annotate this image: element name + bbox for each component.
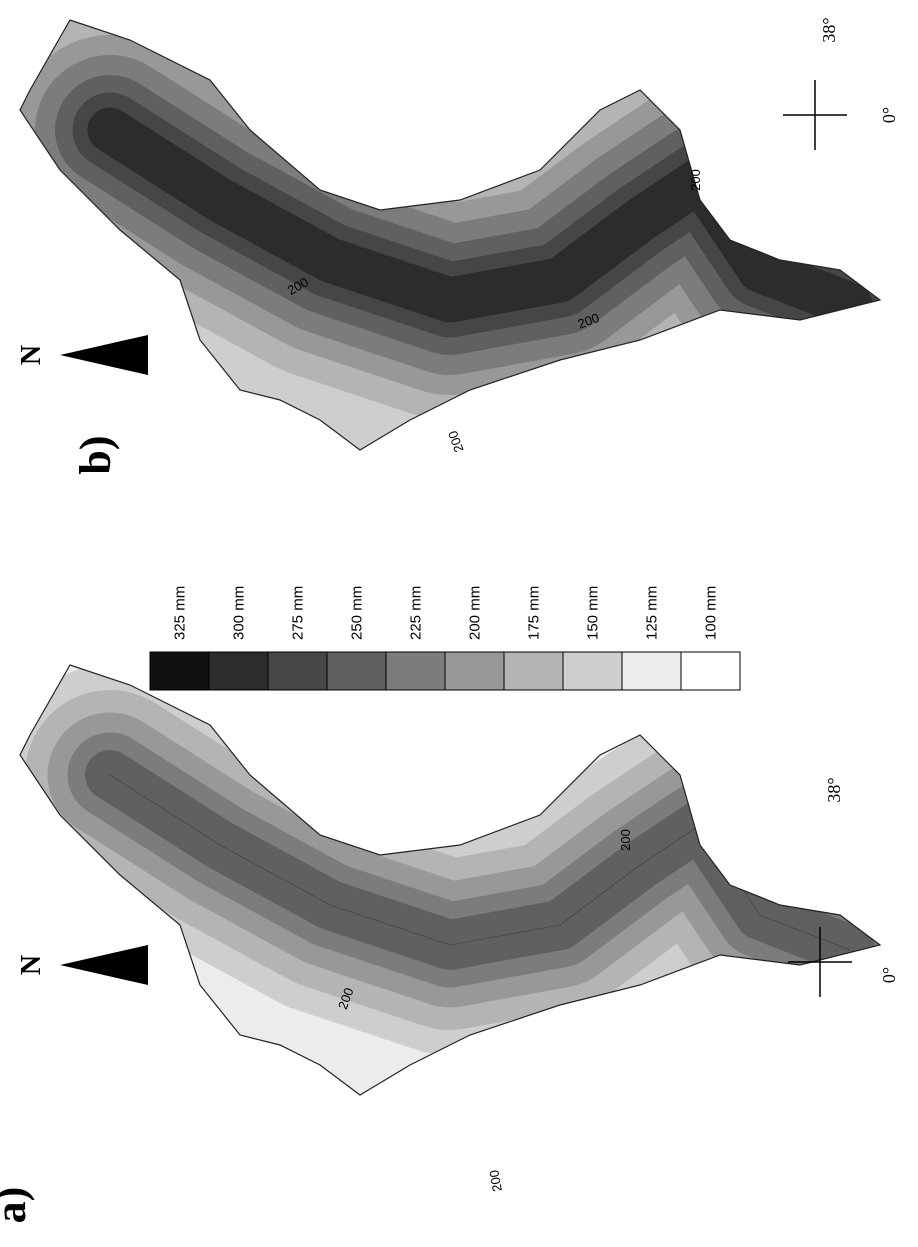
panel-label: b)	[71, 435, 120, 474]
north-label: N	[16, 345, 47, 365]
north-label: N	[16, 955, 47, 975]
legend-label: 100 mm	[703, 586, 720, 640]
legend-label: 325 mm	[172, 586, 189, 640]
contour-label: 200	[618, 829, 633, 851]
north-arrow	[60, 945, 148, 985]
legend-label: 225 mm	[408, 586, 425, 640]
legend-swatch	[327, 652, 386, 690]
legend-label: 300 mm	[231, 586, 248, 640]
panel-label: a)	[0, 1187, 35, 1224]
legend-label: 125 mm	[644, 586, 661, 640]
legend-label: 200 mm	[467, 586, 484, 640]
legend-swatch	[209, 652, 268, 690]
legend-label: 175 mm	[526, 586, 543, 640]
legend-swatch	[150, 652, 209, 690]
north-arrow	[60, 335, 148, 375]
contour-bands	[110, 130, 850, 305]
legend-swatch	[681, 652, 740, 690]
legend-swatch	[504, 652, 563, 690]
legend-swatch	[268, 652, 327, 690]
legend-swatch	[445, 652, 504, 690]
latitude-label: 38°	[824, 777, 844, 802]
figure: a)N0°38°200200200b)N0°38°200200200200325…	[0, 0, 918, 1247]
legend-label: 275 mm	[290, 586, 307, 640]
longitude-label: 0°	[879, 967, 899, 983]
contour-label: 200	[688, 169, 703, 191]
legend-swatch	[622, 652, 681, 690]
legend-label: 150 mm	[585, 586, 602, 640]
latitude-label: 38°	[819, 17, 839, 42]
contour-label: 200	[445, 429, 467, 455]
longitude-label: 0°	[879, 107, 899, 123]
legend-swatch	[563, 652, 622, 690]
legend-swatch	[386, 652, 445, 690]
contour-bands	[110, 775, 850, 950]
legend-label: 250 mm	[349, 586, 366, 640]
contour-label: 200	[486, 1169, 505, 1193]
